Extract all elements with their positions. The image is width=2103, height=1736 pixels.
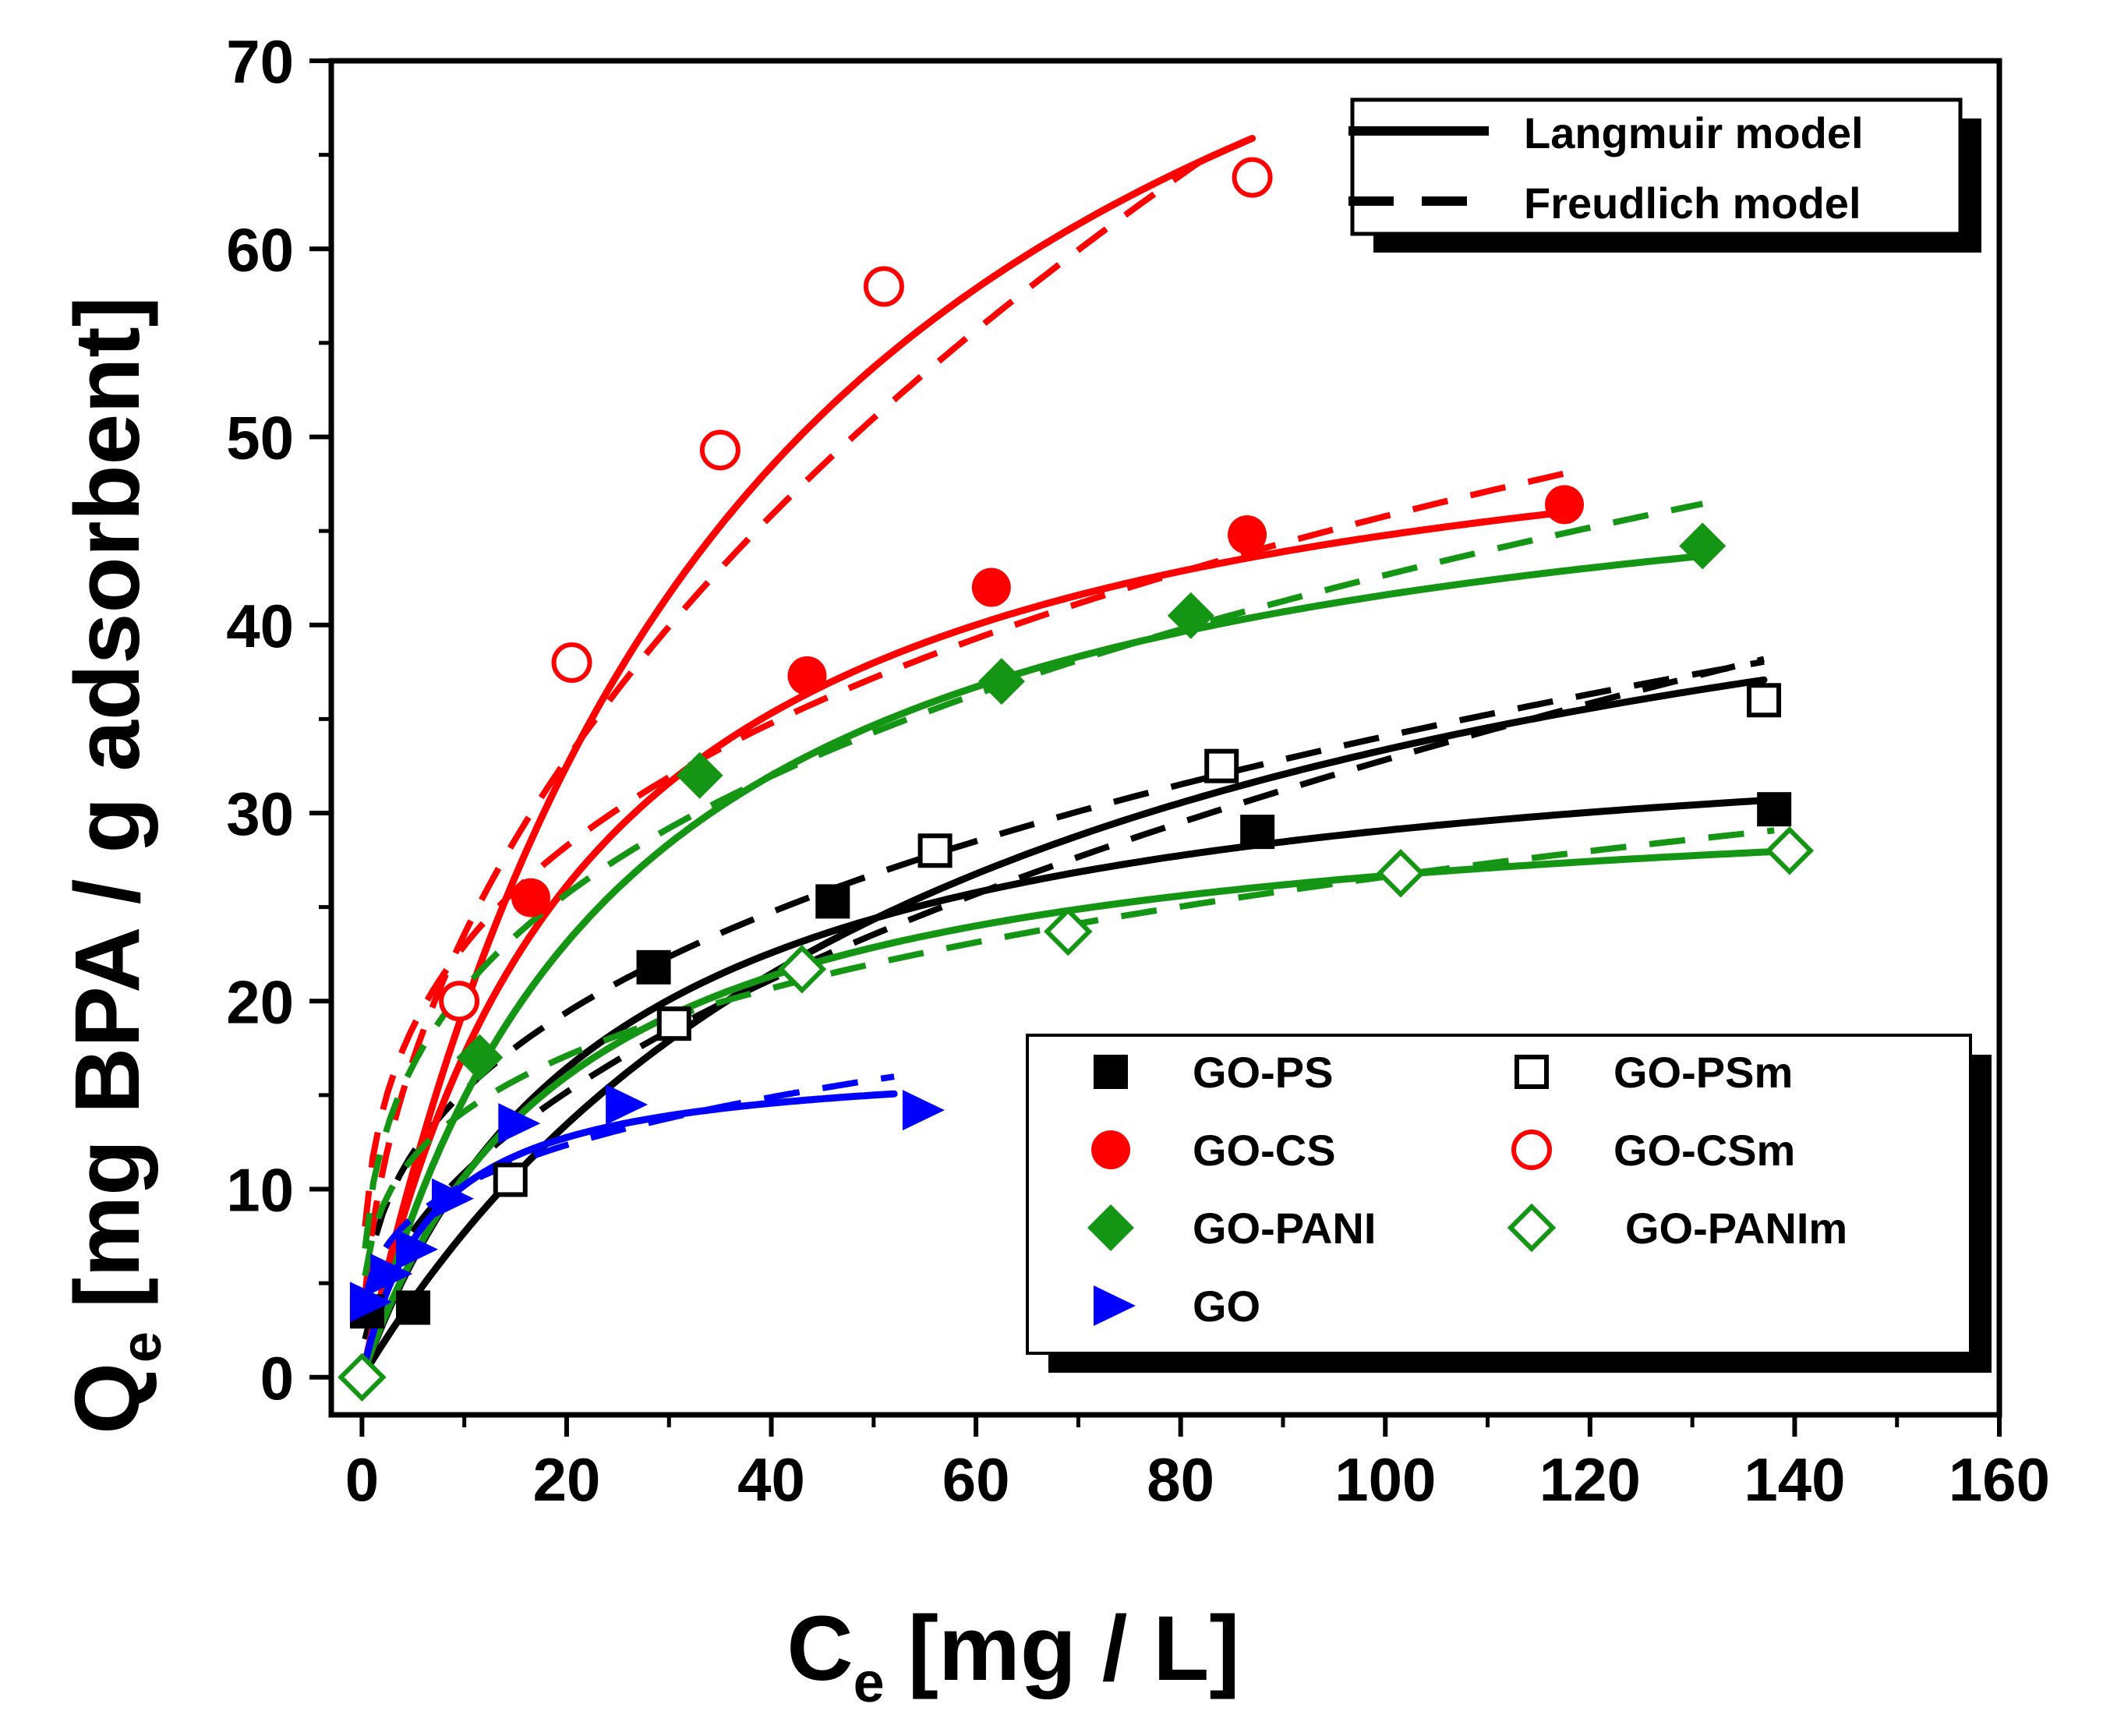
y-axis-title-group: Qe[mg BPA / g adsorbent] bbox=[56, 296, 173, 1434]
data-point-go-csm bbox=[1232, 157, 1273, 198]
freundlich-curve-go-psm bbox=[362, 656, 1765, 1340]
legend-marker-go-psm bbox=[1515, 1055, 1549, 1089]
data-point-go-cs bbox=[1228, 514, 1267, 554]
x-tick-label: 120 bbox=[1539, 1445, 1641, 1514]
x-tick-label: 80 bbox=[1147, 1445, 1214, 1514]
y-tick-label: 0 bbox=[260, 1344, 294, 1412]
legend-label-go-psm: GO-PSm bbox=[1613, 1048, 1793, 1097]
y-tick-label: 50 bbox=[226, 404, 294, 472]
legend-marker-go-pani bbox=[1087, 1204, 1134, 1251]
x-tick-label: 160 bbox=[1949, 1445, 2050, 1514]
y-tick-label: 70 bbox=[226, 27, 294, 96]
legend-label-go-csm: GO-CSm bbox=[1613, 1126, 1795, 1175]
data-point-go-psm bbox=[493, 1162, 528, 1197]
langmuir-curve-go-pani bbox=[361, 552, 1706, 1370]
data-point-go bbox=[349, 1282, 392, 1323]
model-legend: Langmuir model Freudlich model bbox=[1348, 97, 1981, 253]
y-tick-label: 40 bbox=[226, 592, 294, 660]
legend-markers bbox=[1087, 1055, 1557, 1326]
legend-marker-go-ps bbox=[1094, 1055, 1128, 1089]
data-point-go bbox=[396, 1229, 439, 1270]
data-point-go-panim bbox=[338, 1352, 387, 1402]
y-axis-title: Qe[mg BPA / g adsorbent] bbox=[56, 296, 173, 1434]
langmuir-curve-go-csm bbox=[361, 135, 1256, 1367]
series-legend: GO-PS GO-PSm GO-CS GO-CSm GO-PANI GO-PAN… bbox=[1026, 1034, 1992, 1373]
data-point-go bbox=[370, 1253, 413, 1295]
legend-label-go-panim: GO-PANIm bbox=[1625, 1204, 1847, 1253]
data-point-go bbox=[498, 1103, 541, 1144]
legend-label-go: GO bbox=[1193, 1282, 1260, 1331]
data-point-go-csm bbox=[699, 430, 740, 471]
langmuir-curve-go-ps bbox=[361, 796, 1778, 1373]
data-point-go bbox=[431, 1178, 474, 1219]
data-point-go-panim bbox=[1765, 826, 1815, 875]
series-legend-box bbox=[1026, 1034, 1972, 1355]
legend-marker-go-csm bbox=[1511, 1130, 1552, 1170]
data-point-go-cs bbox=[1545, 485, 1585, 525]
x-tick-label: 0 bbox=[345, 1445, 379, 1514]
legend-marker-go-panim bbox=[1507, 1203, 1557, 1253]
data-point-go-ps bbox=[1240, 815, 1275, 850]
data-point-go-cs bbox=[787, 656, 827, 695]
model-legend-box bbox=[1350, 97, 1963, 236]
x-axis-title: Ce [mg / L] bbox=[786, 1597, 1239, 1714]
data-point-go-csm bbox=[863, 266, 904, 307]
data-point-go-pani bbox=[1679, 522, 1727, 570]
freundlich-curve-go-ps bbox=[362, 658, 1765, 1294]
data-point-go-csm bbox=[439, 981, 480, 1022]
y-tick-label: 10 bbox=[226, 1156, 294, 1225]
legend-marker-go bbox=[1094, 1285, 1136, 1326]
data-markers-layer bbox=[338, 157, 1815, 1402]
langmuir-label: Langmuir model bbox=[1524, 108, 1864, 157]
freundlich-curve-go-pani bbox=[362, 500, 1704, 1250]
data-point-go-psm bbox=[1747, 683, 1782, 718]
data-point-go bbox=[902, 1090, 945, 1131]
freundlich-label: Freudlich model bbox=[1524, 179, 1861, 228]
langmuir-curve-go-cs bbox=[361, 509, 1563, 1367]
x-tick-label: 140 bbox=[1744, 1445, 1845, 1514]
y-tick-label: 60 bbox=[226, 215, 294, 284]
axes-layer: 0 20 40 60 80 100 120 140 160 0 10 20 30 40 50 60 70 bbox=[226, 27, 2050, 1514]
data-point-go-psm bbox=[1204, 748, 1239, 783]
data-point-go-pani bbox=[676, 751, 723, 799]
legend-label-go-pani: GO-PANI bbox=[1193, 1204, 1376, 1253]
data-point-go-ps bbox=[396, 1290, 431, 1325]
data-point-go-ps bbox=[815, 884, 850, 919]
data-point-go-psm bbox=[656, 1006, 691, 1041]
freundlich-curve-go-cs bbox=[362, 469, 1571, 1227]
y-tick-label: 20 bbox=[226, 967, 294, 1036]
plot-frame bbox=[328, 58, 2002, 1418]
data-point-go-pani bbox=[977, 658, 1025, 705]
freundlich-curve-go-csm bbox=[362, 144, 1224, 1296]
x-tick-label: 40 bbox=[737, 1445, 805, 1514]
data-point-go-pani bbox=[1167, 592, 1214, 639]
legend-label-go-cs: GO-CS bbox=[1193, 1126, 1336, 1175]
data-point-go-panim bbox=[777, 944, 827, 994]
x-tick-label: 100 bbox=[1334, 1445, 1436, 1514]
data-point-go-psm bbox=[917, 833, 953, 868]
data-point-go-panim bbox=[1044, 907, 1093, 956]
legend-marker-go-cs bbox=[1091, 1130, 1130, 1169]
data-point-go-pani bbox=[456, 1034, 504, 1081]
data-point-go-ps bbox=[1757, 792, 1792, 827]
data-point-go-cs bbox=[511, 878, 551, 917]
data-point-go-csm bbox=[551, 642, 592, 683]
legend-label-go-ps: GO-PS bbox=[1193, 1048, 1333, 1097]
data-point-go-panim bbox=[1376, 848, 1426, 898]
x-tick-label: 60 bbox=[942, 1445, 1010, 1514]
data-point-go-ps bbox=[636, 949, 671, 985]
y-tick-label: 30 bbox=[226, 780, 294, 848]
data-point-go bbox=[606, 1084, 649, 1125]
data-point-go-cs bbox=[971, 567, 1011, 607]
x-tick-label: 20 bbox=[533, 1445, 601, 1514]
